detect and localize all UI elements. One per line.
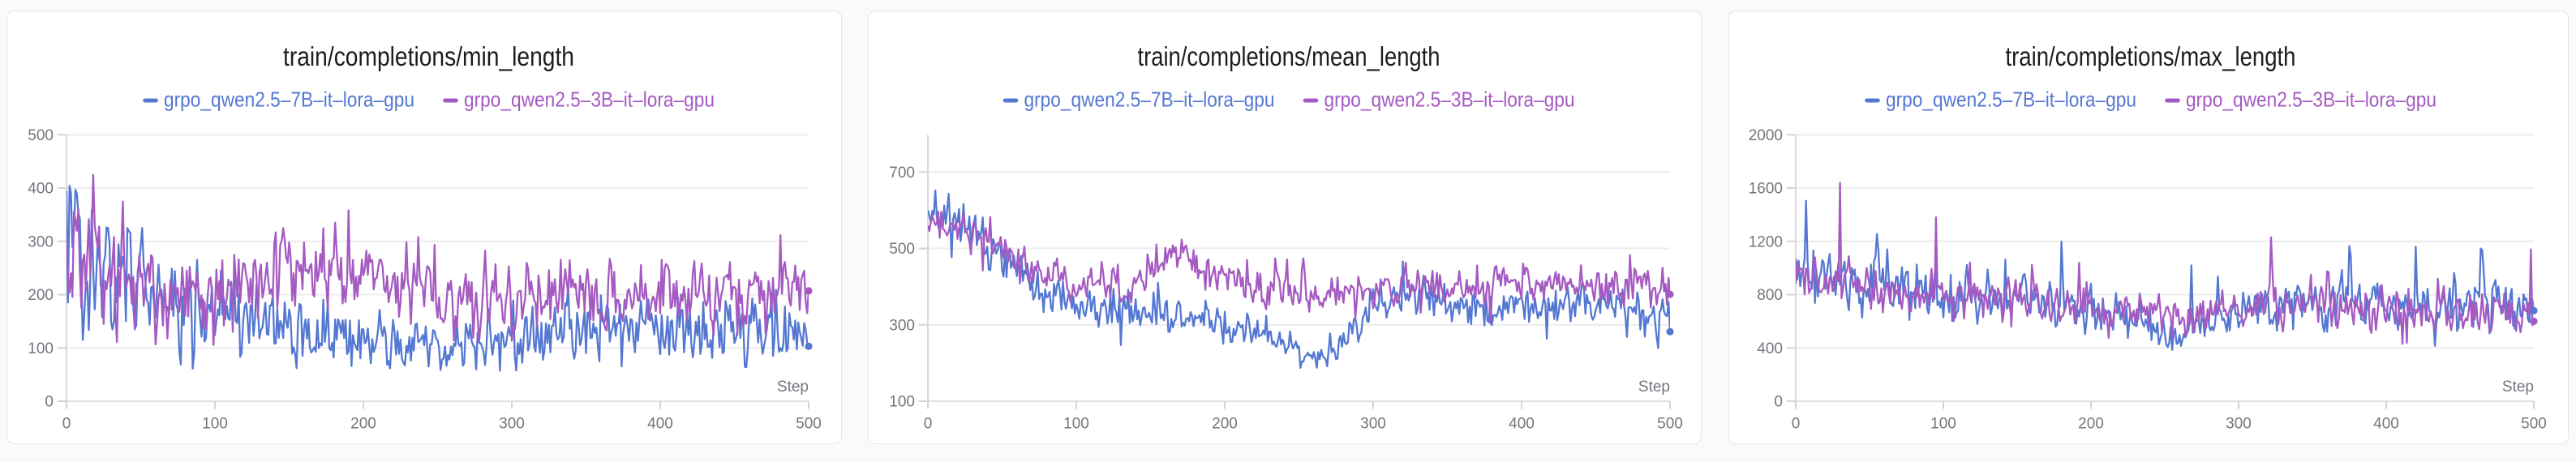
svg-text:1200: 1200: [1749, 233, 1783, 250]
svg-text:train/completions/min_length: train/completions/min_length: [283, 41, 574, 71]
svg-text:300: 300: [889, 317, 915, 334]
svg-text:0: 0: [1774, 394, 1783, 411]
svg-text:1600: 1600: [1749, 181, 1783, 198]
svg-text:200: 200: [2078, 416, 2104, 433]
svg-text:0: 0: [1792, 416, 1801, 433]
svg-text:Step: Step: [777, 379, 809, 396]
svg-text:100: 100: [28, 340, 54, 357]
svg-text:500: 500: [2521, 416, 2547, 433]
svg-text:300: 300: [499, 416, 525, 433]
svg-text:train/completions/max_length: train/completions/max_length: [2006, 41, 2296, 71]
svg-text:grpo_qwen2.5–3B–it–lora–gpu: grpo_qwen2.5–3B–it–lora–gpu: [464, 88, 715, 112]
svg-text:2000: 2000: [1749, 127, 1783, 144]
svg-text:0: 0: [45, 394, 54, 411]
svg-text:500: 500: [889, 241, 915, 258]
svg-text:100: 100: [202, 416, 228, 433]
svg-text:200: 200: [28, 287, 54, 304]
svg-text:400: 400: [28, 181, 54, 198]
svg-text:400: 400: [1757, 340, 1783, 357]
svg-text:grpo_qwen2.5–7B–it–lora–gpu: grpo_qwen2.5–7B–it–lora–gpu: [1024, 88, 1275, 112]
svg-text:grpo_qwen2.5–3B–it–lora–gpu: grpo_qwen2.5–3B–it–lora–gpu: [1324, 88, 1575, 112]
svg-text:400: 400: [647, 416, 673, 433]
svg-text:500: 500: [796, 416, 822, 433]
svg-text:grpo_qwen2.5–7B–it–lora–gpu: grpo_qwen2.5–7B–it–lora–gpu: [164, 88, 414, 112]
svg-text:0: 0: [924, 416, 933, 433]
svg-text:0: 0: [62, 416, 71, 433]
svg-text:300: 300: [28, 233, 54, 250]
svg-text:100: 100: [1930, 416, 1956, 433]
svg-text:Step: Step: [2502, 379, 2534, 396]
svg-text:grpo_qwen2.5–3B–it–lora–gpu: grpo_qwen2.5–3B–it–lora–gpu: [2186, 88, 2436, 112]
svg-text:400: 400: [2373, 416, 2399, 433]
svg-text:200: 200: [350, 416, 376, 433]
svg-text:500: 500: [28, 127, 54, 144]
svg-text:700: 700: [889, 165, 915, 182]
svg-text:800: 800: [1757, 287, 1783, 304]
svg-text:grpo_qwen2.5–7B–it–lora–gpu: grpo_qwen2.5–7B–it–lora–gpu: [1886, 88, 2136, 112]
svg-text:500: 500: [1657, 416, 1683, 433]
svg-text:Step: Step: [1638, 379, 1670, 396]
svg-text:100: 100: [889, 394, 915, 411]
svg-text:train/completions/mean_length: train/completions/mean_length: [1138, 41, 1440, 71]
svg-text:300: 300: [1360, 416, 1386, 433]
svg-text:300: 300: [2226, 416, 2252, 433]
svg-text:400: 400: [1509, 416, 1535, 433]
svg-text:200: 200: [1212, 416, 1238, 433]
svg-text:100: 100: [1063, 416, 1089, 433]
